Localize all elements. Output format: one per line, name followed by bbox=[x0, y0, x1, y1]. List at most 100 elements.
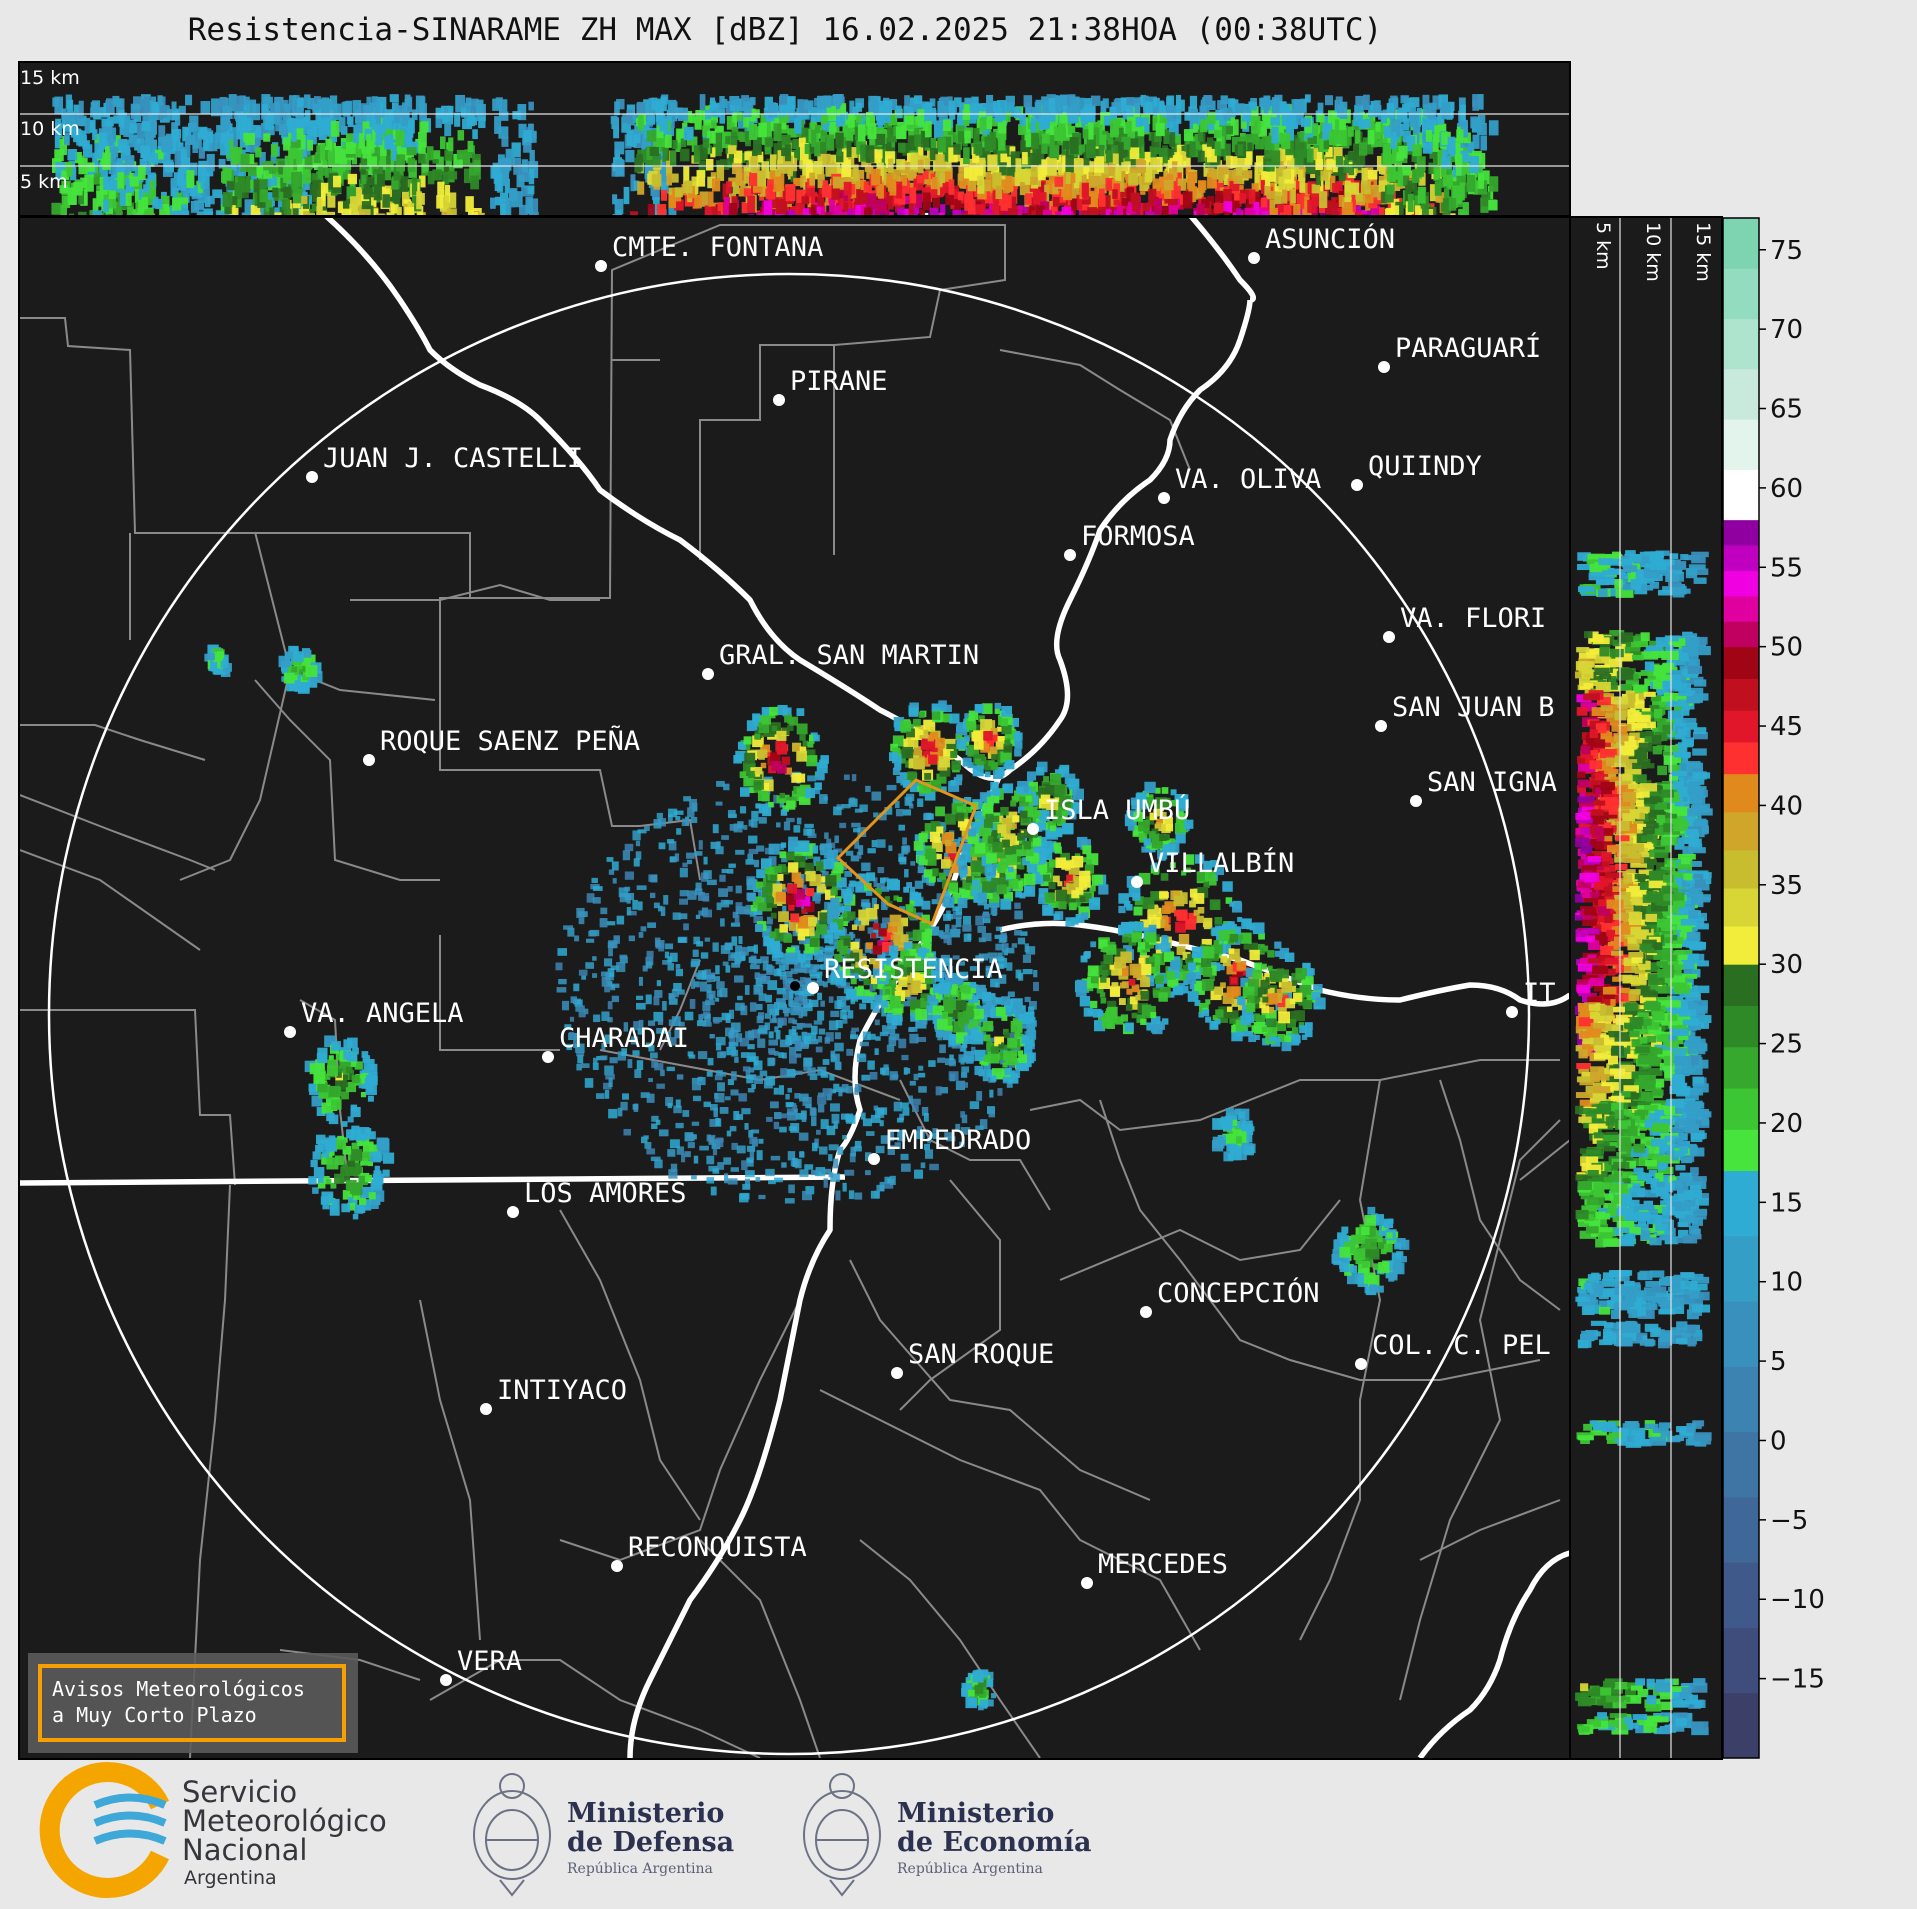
colorbar-segment bbox=[1723, 1496, 1759, 1563]
defensa-line2: de Defensa bbox=[567, 1827, 734, 1858]
footer-logos: Servicio Meteorológico Nacional Argentin… bbox=[39, 1762, 1091, 1898]
top-cross-section-echoes bbox=[51, 94, 1499, 215]
colorbar-segment bbox=[1723, 773, 1759, 813]
place-marker bbox=[1131, 876, 1143, 888]
place-labels: CMTE. FONTANA ASUNCIÓN PARAGUARÍ PIRANE JUAN… bbox=[284, 223, 1557, 1686]
colorbar-tick-label: 35 bbox=[1770, 871, 1803, 901]
colorbar-segment bbox=[1723, 811, 1759, 851]
place-marker bbox=[773, 394, 785, 406]
colorbar-segment bbox=[1723, 1366, 1759, 1433]
colorbar-tick-label: 25 bbox=[1770, 1030, 1803, 1060]
defensa-sub: República Argentina bbox=[567, 1861, 713, 1877]
admin-boundaries bbox=[20, 224, 1569, 1758]
colorbar-tick-label: 20 bbox=[1770, 1109, 1803, 1139]
place-label: LOS AMORES bbox=[524, 1178, 687, 1209]
place-label: IT bbox=[1523, 978, 1556, 1009]
colorbar-segment bbox=[1723, 1692, 1759, 1759]
warning-info-box[interactable]: Avisos Meteorológicos a Muy Corto Plazo bbox=[28, 1653, 358, 1753]
place-label: COL. C. PEL bbox=[1372, 1330, 1551, 1361]
place-label: CHARADAI bbox=[559, 1023, 689, 1054]
place-label: VA. OLIVA bbox=[1175, 464, 1321, 495]
colorbar-tick-label: 75 bbox=[1770, 236, 1803, 266]
place-marker bbox=[1410, 795, 1422, 807]
smn-line2: Meteorológico bbox=[182, 1804, 387, 1838]
colorbar-segment bbox=[1723, 268, 1759, 320]
right-label-15km: 15 km bbox=[1692, 222, 1714, 282]
place-marker bbox=[507, 1206, 519, 1218]
place-marker bbox=[1378, 361, 1390, 373]
radar-site-marker bbox=[790, 981, 800, 991]
place-label: CMTE. FONTANA bbox=[612, 232, 823, 263]
colorbar-segment bbox=[1723, 1301, 1759, 1367]
smn-country: Argentina bbox=[184, 1867, 277, 1889]
place-marker bbox=[702, 668, 714, 680]
place-marker bbox=[868, 1153, 880, 1165]
place-label: ASUNCIÓN bbox=[1265, 223, 1395, 255]
colorbar-tick-label: 60 bbox=[1770, 474, 1803, 504]
colorbar-segment bbox=[1723, 926, 1759, 965]
place-marker bbox=[363, 754, 375, 766]
place-marker bbox=[891, 1367, 903, 1379]
colorbar-segment bbox=[1723, 469, 1759, 521]
colorbar-tick-label: 65 bbox=[1770, 395, 1803, 425]
place-label: PARAGUARÍ bbox=[1395, 332, 1541, 364]
place-label: SAN IGNA bbox=[1427, 767, 1557, 798]
place-marker bbox=[1506, 1006, 1518, 1018]
colorbar-segment bbox=[1723, 570, 1759, 597]
economia-sub: República Argentina bbox=[897, 1861, 1043, 1877]
colorbar-segment bbox=[1723, 849, 1759, 889]
colorbar-segment bbox=[1723, 1562, 1759, 1628]
colorbar-segment bbox=[1723, 964, 1759, 1006]
colorbar-segment bbox=[1723, 545, 1759, 571]
right-cross-section-echoes bbox=[1575, 550, 1713, 1736]
colorbar-segment bbox=[1723, 419, 1759, 470]
colorbar-segment bbox=[1723, 887, 1759, 927]
colorbar-segment bbox=[1723, 1005, 1759, 1048]
place-marker bbox=[611, 1560, 623, 1572]
place-marker bbox=[1355, 1358, 1367, 1370]
range-ring bbox=[47, 272, 1531, 1756]
place-marker bbox=[807, 982, 819, 994]
place-marker bbox=[284, 1026, 296, 1038]
colorbar-segment bbox=[1723, 1129, 1759, 1172]
smn-logo: Servicio Meteorológico Nacional Argentin… bbox=[39, 1762, 387, 1898]
colorbar-segment bbox=[1723, 1088, 1759, 1130]
colorbar-tick-label: 50 bbox=[1770, 633, 1803, 663]
place-marker bbox=[1248, 252, 1260, 264]
place-marker bbox=[542, 1051, 554, 1063]
colorbar-segment bbox=[1723, 741, 1759, 775]
place-label: VERA bbox=[457, 1646, 522, 1677]
colorbar-segment bbox=[1723, 595, 1759, 622]
place-marker bbox=[1081, 1577, 1093, 1589]
place-marker bbox=[1158, 492, 1170, 504]
colorbar-segment bbox=[1723, 1235, 1759, 1302]
place-label: RESISTENCIA bbox=[824, 954, 1003, 985]
colorbar-segment bbox=[1723, 678, 1759, 711]
top-label-15km: 15 km bbox=[20, 67, 80, 89]
colorbar-segment bbox=[1723, 710, 1759, 743]
place-label: QUIINDY bbox=[1368, 451, 1482, 482]
coat-of-arms-icon bbox=[473, 1773, 551, 1897]
right-label-5km: 5 km bbox=[1592, 222, 1614, 270]
warning-box-line1: Avisos Meteorológicos bbox=[52, 1677, 305, 1701]
place-label: MERCEDES bbox=[1098, 1549, 1228, 1580]
colorbar-segment bbox=[1723, 1170, 1759, 1237]
place-label: CONCEPCIÓN bbox=[1157, 1277, 1320, 1309]
warning-box-line2: a Muy Corto Plazo bbox=[52, 1703, 257, 1727]
place-label: JUAN J. CASTELLI bbox=[323, 443, 583, 474]
colorbar-segment bbox=[1723, 1627, 1759, 1694]
colorbar-segment bbox=[1723, 646, 1759, 679]
colorbar-tick-label: 40 bbox=[1770, 791, 1803, 821]
place-label: VILLALBÍN bbox=[1148, 847, 1294, 879]
colorbar-tick-label: 15 bbox=[1770, 1188, 1803, 1218]
economia-line2: de Economía bbox=[897, 1827, 1091, 1858]
cross-section-top-panel: 15 km 10 km 5 km bbox=[18, 61, 1571, 217]
smn-line1: Servicio bbox=[182, 1775, 297, 1809]
place-label: GRAL. SAN MARTIN bbox=[719, 640, 979, 671]
right-label-10km: 10 km bbox=[1642, 222, 1664, 282]
colorbar-tick-label: −10 bbox=[1770, 1585, 1825, 1615]
colorbar-segment bbox=[1723, 1046, 1759, 1089]
place-marker bbox=[306, 471, 318, 483]
